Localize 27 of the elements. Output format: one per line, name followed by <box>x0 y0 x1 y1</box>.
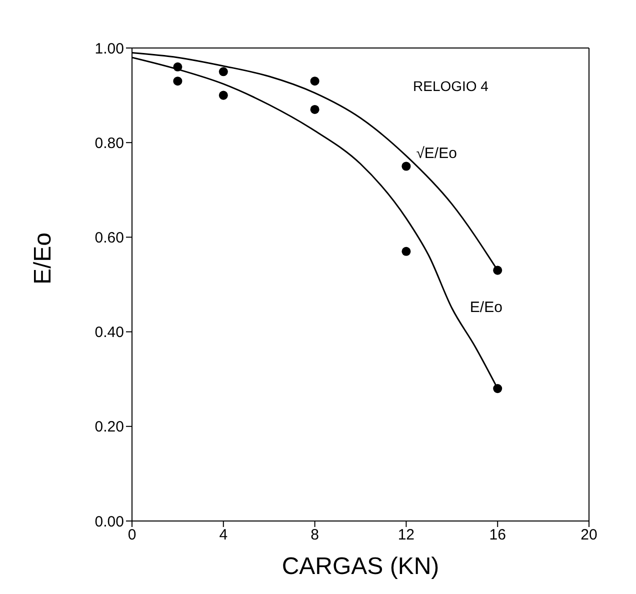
point <box>310 76 320 86</box>
point <box>402 246 411 256</box>
y-tick-label: 0.80 <box>94 134 124 152</box>
series-label: √E/Eo <box>416 144 457 162</box>
point <box>493 384 502 394</box>
annotation: RELOGIO 4 <box>413 78 488 94</box>
x-tick-label: 16 <box>489 526 506 544</box>
x-tick-label: 20 <box>580 526 598 544</box>
y-tick-label: 1.00 <box>94 40 124 58</box>
y-tick-label: 0.00 <box>94 513 124 530</box>
point <box>402 162 411 171</box>
y-tick-label: 0.60 <box>94 230 124 247</box>
y-tick-label: 0.40 <box>94 324 124 342</box>
x-tick-label: 0 <box>128 526 136 544</box>
point <box>173 62 182 72</box>
y-axis-title: E/Eo <box>30 232 57 284</box>
point <box>310 104 320 114</box>
y-tick-label: 0.20 <box>94 418 124 436</box>
x-axis-title: CARGAS (KN) <box>282 553 440 580</box>
point <box>173 76 182 86</box>
point <box>493 266 502 275</box>
point <box>218 67 228 76</box>
series-label: E/Eo <box>470 299 502 316</box>
x-tick-label: 4 <box>219 526 228 544</box>
x-tick-label: 8 <box>310 526 319 544</box>
point <box>218 90 228 100</box>
x-tick-label: 12 <box>398 526 415 544</box>
